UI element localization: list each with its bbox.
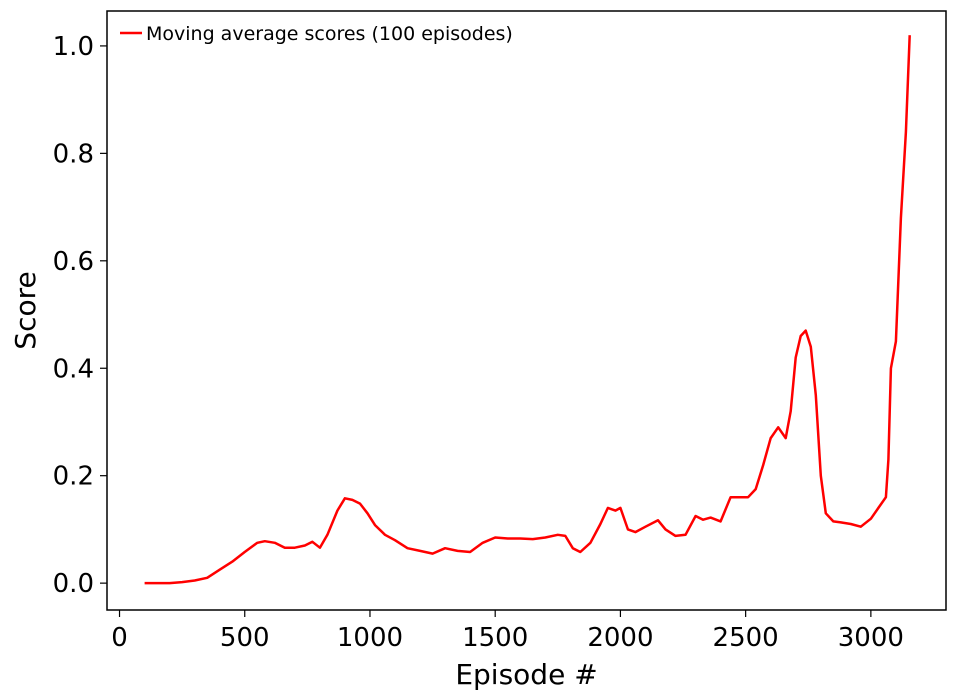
- y-tick-label: 0.2: [53, 462, 94, 492]
- legend: Moving average scores (100 episodes): [120, 23, 513, 45]
- y-tick-label: 0.8: [53, 139, 94, 169]
- x-axis-label: Episode #: [455, 658, 597, 691]
- y-axis-label: Score: [9, 271, 42, 349]
- y-tick-label: 0.0: [53, 569, 94, 599]
- x-tick-label: 1000: [337, 623, 403, 653]
- x-tick-label: 1500: [462, 623, 528, 653]
- series-layer: [144, 35, 911, 585]
- x-tick-label: 2000: [587, 623, 653, 653]
- x-tick-label: 500: [220, 623, 270, 653]
- y-tick-label: 1.0: [53, 32, 94, 62]
- plot-frame: [106, 10, 947, 611]
- series-line-moving-average: [144, 35, 911, 585]
- y-tick-label: 0.4: [53, 354, 94, 384]
- x-tick-label: 3000: [838, 623, 904, 653]
- legend-entry-label: Moving average scores (100 episodes): [146, 23, 513, 45]
- x-axis-ticks: 0 500 1000 1500 2000 2500 3000: [111, 610, 904, 653]
- x-tick-label: 2500: [713, 623, 779, 653]
- y-tick-label: 0.6: [53, 247, 94, 277]
- x-tick-label: 0: [111, 623, 128, 653]
- y-axis-ticks: 0.0 0.2 0.4 0.6 0.8 1.0: [53, 32, 107, 599]
